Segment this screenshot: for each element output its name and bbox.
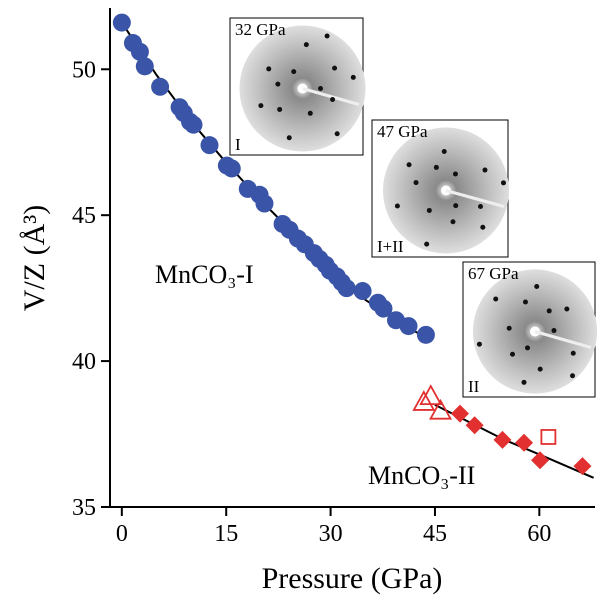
y-tick-label: 40 [72, 349, 96, 375]
data-point [185, 116, 203, 134]
x-axis-label: Pressure (GPa) [262, 562, 443, 595]
y-tick-label: 35 [72, 495, 96, 521]
chart: Pressure (GPa) V/Z (Å³) 0 15 30 45 60 35 40 45 5… [0, 0, 598, 597]
diffraction-spot [304, 42, 309, 47]
diffraction-spot [534, 284, 539, 289]
diffraction-spot [482, 168, 487, 173]
diffraction-spot [570, 373, 575, 378]
diffraction-spot [510, 352, 515, 357]
diffraction-spot [434, 165, 439, 170]
data-point [151, 78, 169, 96]
phase-label: MnCO₃-II [368, 461, 475, 490]
diffraction-spot [551, 328, 556, 333]
diffraction-spot [442, 149, 447, 154]
diffraction-spot [277, 107, 282, 112]
data-point [338, 279, 356, 297]
data-point [136, 57, 154, 75]
data-point [417, 326, 435, 344]
diffraction-spot [450, 219, 455, 224]
diffraction-spot [427, 208, 432, 213]
inset-phase-label: II [468, 377, 480, 396]
data-point [400, 317, 418, 335]
diffraction-spot [507, 326, 512, 331]
data-point [466, 416, 484, 434]
diffraction-spot [564, 306, 569, 311]
diffraction-spot [480, 225, 485, 230]
diffraction-spot [291, 69, 296, 74]
y-tick-label: 50 [72, 57, 96, 83]
x-tick-label: 0 [116, 521, 128, 547]
data-point [531, 451, 549, 469]
diffraction-spot [335, 131, 340, 136]
inset-phase-label: I [235, 135, 241, 154]
x-tick-label: 15 [214, 521, 238, 547]
y-tick-label: 45 [72, 203, 96, 229]
diffraction-spot [308, 111, 313, 116]
diffraction-spot [478, 204, 483, 209]
diffraction-spot [414, 180, 419, 185]
data-point [414, 392, 434, 410]
diffraction-spot [325, 33, 330, 38]
diffraction-spot [501, 180, 506, 185]
data-point [255, 195, 273, 213]
inset-pressure-label: 67 GPa [468, 264, 519, 283]
diffraction-spot [351, 75, 356, 80]
x-tick-label: 60 [527, 521, 551, 547]
data-point [354, 282, 372, 300]
diffraction-spot [332, 66, 337, 71]
diffraction-spot [258, 103, 263, 108]
data-point [201, 136, 219, 154]
diffraction-spot [493, 296, 498, 301]
data-point [515, 434, 533, 452]
diffraction-spot [287, 135, 292, 140]
diffraction-spot [523, 300, 528, 305]
diffraction-spot [395, 203, 400, 208]
y-axis-label: V/Z (Å³) [18, 205, 51, 311]
data-point [573, 457, 591, 475]
diffraction-spot [521, 380, 526, 385]
diffraction-spot [525, 345, 530, 350]
data-point [223, 159, 241, 177]
diffraction-spot [453, 203, 458, 208]
phase-label: MnCO₃-I [155, 260, 254, 289]
diffraction-spot [477, 342, 482, 347]
x-tick-label: 45 [423, 521, 447, 547]
diffraction-spot [453, 172, 458, 177]
diffraction-spot [547, 308, 552, 313]
diffraction-spot [318, 86, 323, 91]
diffraction-spot [266, 66, 271, 71]
inset-pressure-label: 32 GPa [235, 20, 286, 39]
data-point [421, 386, 441, 404]
data-point [113, 14, 131, 32]
diffraction-spot [571, 351, 576, 356]
diffraction-spot [330, 97, 335, 102]
diffraction-spot [407, 162, 412, 167]
data-point [493, 431, 511, 449]
data-point [541, 430, 555, 444]
inset-pressure-label: 47 GPa [377, 122, 428, 141]
inset-phase-label: I+II [377, 237, 404, 256]
diffraction-spot [538, 367, 543, 372]
x-tick-label: 30 [319, 521, 343, 547]
diffraction-spot [424, 242, 429, 247]
diffraction-spot [275, 82, 280, 87]
